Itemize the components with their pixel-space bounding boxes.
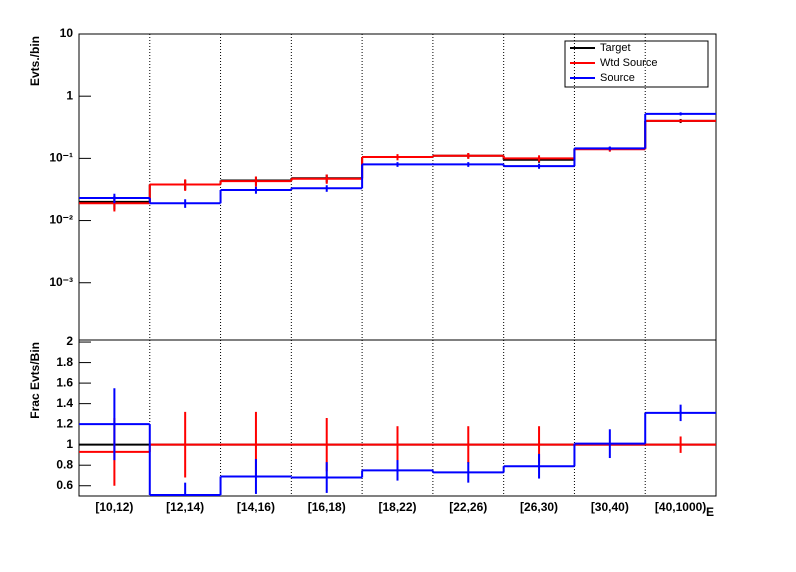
x-tick-label: [18,22) [378,500,416,514]
x-axis-label: E [706,505,714,519]
y-tick-label: 0.6 [56,478,73,492]
y-tick-label: 10⁻³ [49,275,73,289]
y-tick-label: 1.8 [56,355,73,369]
x-tick-label: [12,14) [166,500,204,514]
y-tick-label: 10⁻¹ [49,151,73,165]
legend-label: Target [600,42,631,54]
x-tick-label: [40,1000) [655,500,706,514]
y-tick-label: 1.2 [56,416,73,430]
plot-frame [78,339,717,497]
y-tick-label: 10 [60,26,74,40]
x-tick-label: [22,26) [449,500,487,514]
y-tick-label: 1.4 [56,396,73,410]
y-tick-label: 2 [66,334,73,348]
y-tick-label: 0.8 [56,457,73,471]
y-axis-label: Frac Evts/Bin [28,342,42,419]
legend: Target Wtd Source Source [564,40,709,88]
legend-label: Wtd Source [600,57,657,69]
x-tick-label: [26,30) [520,500,558,514]
y-tick-label: 10⁻² [49,213,73,227]
x-tick-label: [10,12) [95,500,133,514]
y-axis-label: Evts./bin [28,36,42,86]
legend-label: Source [600,72,635,84]
x-tick-label: [14,16) [237,500,275,514]
y-tick-label: 1 [66,88,73,102]
y-tick-label: 1.6 [56,375,73,389]
x-tick-label: [16,18) [308,500,346,514]
y-tick-label: 1 [66,437,73,451]
x-tick-label: [30,40) [591,500,629,514]
